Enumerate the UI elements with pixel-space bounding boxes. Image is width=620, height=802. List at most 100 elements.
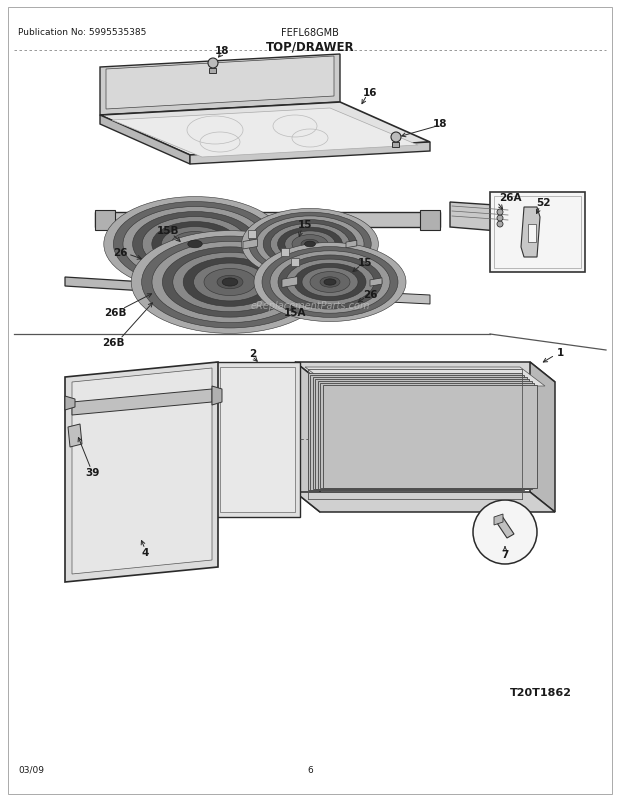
Polygon shape [215, 363, 300, 517]
Polygon shape [313, 378, 527, 490]
Ellipse shape [161, 227, 229, 262]
Ellipse shape [270, 224, 350, 265]
Text: 15B: 15B [157, 225, 179, 236]
Text: 6: 6 [307, 765, 313, 774]
Text: 15: 15 [358, 257, 372, 268]
Text: 26B: 26B [102, 338, 124, 347]
Polygon shape [282, 277, 298, 288]
Ellipse shape [272, 225, 348, 265]
Polygon shape [346, 241, 356, 249]
Polygon shape [370, 293, 430, 305]
Ellipse shape [324, 280, 336, 286]
Polygon shape [495, 516, 514, 538]
Ellipse shape [301, 240, 319, 249]
Polygon shape [370, 278, 382, 287]
Text: 18: 18 [433, 119, 447, 129]
Text: T20T1862: T20T1862 [510, 687, 572, 697]
Bar [490, 192, 585, 273]
Text: FEFL68GMB: FEFL68GMB [281, 28, 339, 38]
Ellipse shape [141, 237, 319, 329]
Polygon shape [106, 57, 334, 110]
Text: 4: 4 [141, 547, 149, 557]
Text: 16: 16 [363, 88, 377, 98]
Polygon shape [494, 514, 503, 525]
Polygon shape [65, 396, 75, 411]
Ellipse shape [262, 247, 398, 318]
Polygon shape [530, 363, 555, 512]
Text: 18: 18 [215, 46, 229, 56]
Ellipse shape [292, 235, 328, 254]
Polygon shape [72, 390, 212, 415]
Polygon shape [295, 363, 555, 383]
Text: 26: 26 [363, 290, 377, 300]
Ellipse shape [310, 272, 350, 293]
Bar [528, 225, 536, 243]
Polygon shape [392, 143, 399, 148]
Text: eReplacementParts.com: eReplacementParts.com [250, 301, 370, 310]
Polygon shape [68, 424, 82, 448]
Text: 15A: 15A [284, 308, 306, 318]
Text: Publication No: 5995535385: Publication No: 5995535385 [18, 28, 146, 37]
Ellipse shape [286, 260, 374, 306]
Text: 7: 7 [502, 549, 508, 559]
Ellipse shape [104, 197, 286, 292]
Circle shape [473, 500, 537, 565]
Bar [494, 196, 581, 269]
Polygon shape [308, 374, 522, 490]
Ellipse shape [171, 233, 219, 257]
Polygon shape [65, 277, 370, 306]
Text: 26A: 26A [498, 192, 521, 203]
Ellipse shape [188, 241, 202, 249]
Polygon shape [420, 211, 440, 231]
Polygon shape [65, 363, 218, 582]
Ellipse shape [302, 268, 358, 298]
Polygon shape [311, 375, 525, 490]
Polygon shape [190, 143, 430, 164]
Ellipse shape [123, 207, 267, 282]
Ellipse shape [152, 242, 308, 323]
Ellipse shape [142, 217, 248, 272]
Ellipse shape [264, 221, 356, 269]
Ellipse shape [222, 278, 238, 286]
Circle shape [497, 221, 503, 228]
Text: 15: 15 [298, 220, 312, 229]
Ellipse shape [278, 228, 342, 261]
Circle shape [497, 210, 503, 216]
Circle shape [391, 133, 401, 143]
Ellipse shape [320, 277, 340, 288]
Polygon shape [112, 109, 418, 158]
Ellipse shape [270, 252, 390, 314]
Text: 2: 2 [249, 349, 257, 358]
Ellipse shape [162, 248, 298, 318]
Polygon shape [100, 103, 430, 156]
Ellipse shape [204, 269, 256, 296]
Polygon shape [291, 259, 299, 267]
Polygon shape [100, 115, 190, 164]
Polygon shape [521, 208, 540, 257]
Ellipse shape [133, 213, 257, 277]
Ellipse shape [294, 264, 366, 302]
Ellipse shape [152, 222, 238, 267]
Ellipse shape [242, 209, 378, 280]
Polygon shape [212, 387, 222, 406]
Polygon shape [100, 55, 340, 115]
Ellipse shape [175, 254, 285, 311]
Ellipse shape [278, 256, 382, 310]
Ellipse shape [183, 238, 207, 251]
Polygon shape [243, 240, 257, 249]
Ellipse shape [113, 202, 277, 287]
Text: 52: 52 [536, 198, 550, 208]
Text: 26B: 26B [104, 308, 126, 318]
Polygon shape [305, 367, 545, 387]
Text: 39: 39 [85, 468, 99, 477]
Ellipse shape [144, 218, 246, 271]
Ellipse shape [256, 217, 364, 273]
Polygon shape [316, 379, 529, 489]
Polygon shape [72, 369, 212, 574]
Ellipse shape [254, 243, 406, 322]
Text: 26: 26 [113, 248, 127, 257]
Polygon shape [450, 203, 510, 233]
Polygon shape [95, 213, 440, 228]
Polygon shape [295, 363, 320, 512]
Ellipse shape [285, 232, 335, 257]
